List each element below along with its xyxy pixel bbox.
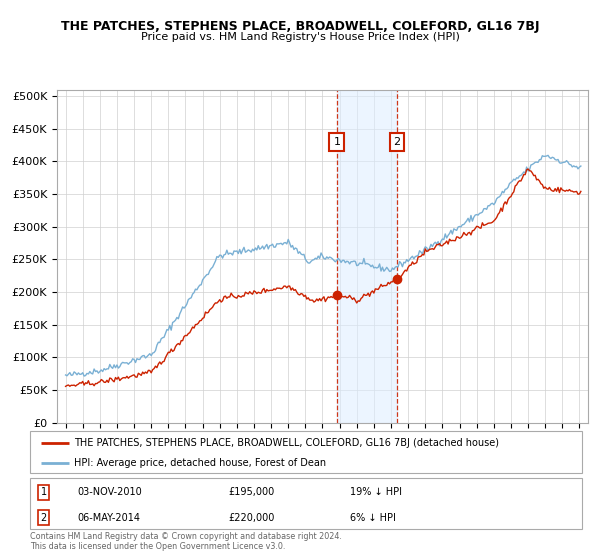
- Text: 2: 2: [394, 137, 401, 147]
- FancyBboxPatch shape: [30, 431, 582, 473]
- Text: Contains HM Land Registry data © Crown copyright and database right 2024.
This d: Contains HM Land Registry data © Crown c…: [30, 532, 342, 552]
- Text: 19% ↓ HPI: 19% ↓ HPI: [350, 487, 402, 497]
- Text: £220,000: £220,000: [229, 513, 275, 523]
- Text: THE PATCHES, STEPHENS PLACE, BROADWELL, COLEFORD, GL16 7BJ: THE PATCHES, STEPHENS PLACE, BROADWELL, …: [61, 20, 539, 32]
- FancyBboxPatch shape: [30, 478, 582, 529]
- Text: THE PATCHES, STEPHENS PLACE, BROADWELL, COLEFORD, GL16 7BJ (detached house): THE PATCHES, STEPHENS PLACE, BROADWELL, …: [74, 438, 499, 448]
- Text: 1: 1: [334, 137, 340, 147]
- Bar: [337, 90, 397, 423]
- Text: Price paid vs. HM Land Registry's House Price Index (HPI): Price paid vs. HM Land Registry's House …: [140, 32, 460, 42]
- Text: 1: 1: [41, 487, 47, 497]
- Text: 2: 2: [41, 513, 47, 523]
- Text: £195,000: £195,000: [229, 487, 275, 497]
- Text: HPI: Average price, detached house, Forest of Dean: HPI: Average price, detached house, Fore…: [74, 458, 326, 468]
- Text: 06-MAY-2014: 06-MAY-2014: [77, 513, 140, 523]
- Text: 6% ↓ HPI: 6% ↓ HPI: [350, 513, 396, 523]
- Text: 03-NOV-2010: 03-NOV-2010: [77, 487, 142, 497]
